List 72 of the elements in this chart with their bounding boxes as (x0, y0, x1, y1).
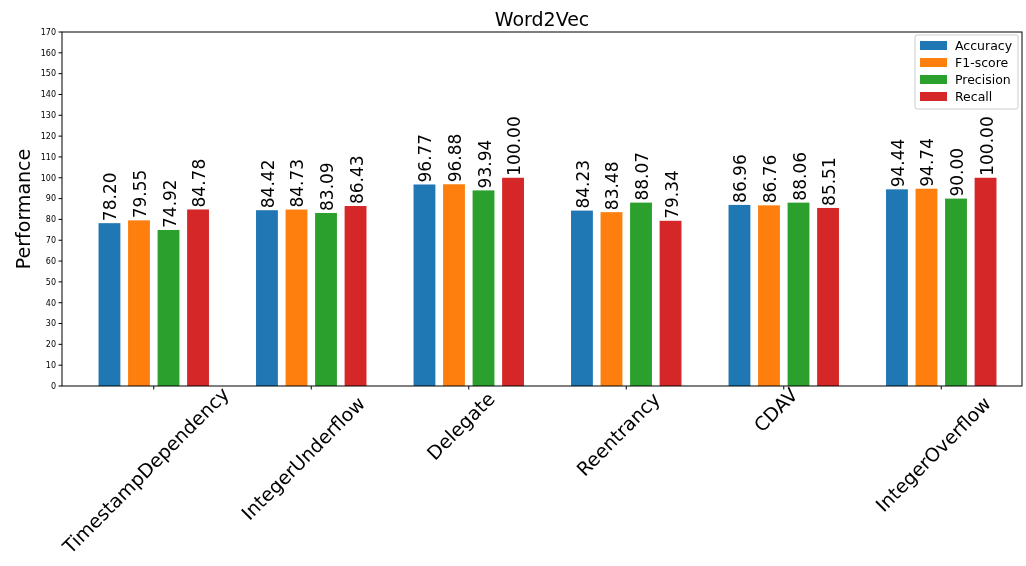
bar (571, 210, 593, 386)
y-tick-label: 50 (45, 277, 56, 287)
y-tick-label: 160 (40, 48, 56, 58)
legend-label: Precision (955, 71, 1011, 87)
y-tick-label: 90 (45, 194, 56, 204)
legend-label: Accuracy (955, 37, 1013, 53)
bar (886, 189, 908, 386)
bar (915, 188, 938, 386)
y-axis-title: Performance (12, 148, 34, 270)
data-label: 84.78 (189, 158, 210, 208)
bar (285, 209, 308, 386)
data-label: 79.55 (129, 169, 150, 219)
y-tick-label: 60 (45, 256, 56, 266)
chart-title: Word2Vec (494, 8, 590, 30)
data-label: 86.96 (730, 154, 751, 203)
data-label: 83.48 (602, 161, 623, 211)
data-label: 79.34 (661, 170, 682, 219)
data-label: 100.00 (976, 116, 997, 176)
y-tick-label: 150 (40, 69, 56, 79)
data-label: 96.77 (415, 133, 436, 183)
y-tick-label: 140 (40, 90, 56, 100)
bar (472, 190, 495, 386)
y-tick-label: 10 (45, 360, 56, 370)
data-label: 90.00 (947, 147, 968, 197)
data-label: 78.20 (100, 172, 121, 222)
data-label: 88.06 (789, 151, 810, 201)
data-label: 100.00 (504, 116, 525, 176)
bar (98, 223, 121, 386)
bar (256, 210, 278, 386)
data-label: 84.73 (287, 158, 308, 208)
bar (728, 204, 751, 386)
legend-label: Recall (955, 88, 993, 104)
bar (659, 220, 682, 386)
bar (344, 206, 367, 386)
data-label: 85.51 (819, 157, 840, 206)
bar (502, 177, 524, 386)
data-label: 94.74 (917, 138, 938, 187)
bar (974, 177, 997, 386)
y-tick-label: 20 (45, 340, 56, 350)
data-label: 86.43 (346, 155, 367, 205)
y-tick-label: 170 (40, 27, 56, 37)
bar (630, 202, 652, 386)
y-tick-label: 80 (45, 215, 56, 225)
y-tick-label: 0 (50, 381, 56, 391)
bar (187, 209, 209, 386)
data-label: 88.07 (632, 151, 653, 201)
y-tick-label: 130 (40, 111, 56, 121)
y-tick-label: 100 (40, 173, 56, 183)
data-label: 84.23 (572, 159, 593, 209)
y-tick-label: 120 (40, 131, 56, 141)
y-tick-label: 40 (45, 298, 56, 308)
bar (157, 229, 180, 386)
data-label: 83.09 (317, 162, 338, 211)
data-label: 94.44 (887, 138, 908, 188)
data-label: 93.94 (474, 139, 495, 189)
bar (817, 207, 839, 386)
y-tick-label: 70 (45, 236, 56, 246)
bar (443, 184, 465, 386)
data-label: 86.76 (759, 154, 780, 204)
legend-label: F1-score (955, 54, 1009, 70)
data-label: 96.88 (444, 133, 465, 183)
y-tick-label: 110 (40, 152, 56, 162)
bar (787, 202, 810, 386)
y-tick-label: 30 (45, 319, 56, 329)
bar (758, 205, 780, 386)
data-label: 74.92 (159, 179, 180, 228)
bar (413, 184, 436, 386)
bar (945, 198, 967, 386)
bar (315, 212, 337, 386)
data-label: 84.42 (257, 159, 278, 209)
bar (600, 212, 623, 386)
bar (128, 220, 150, 386)
